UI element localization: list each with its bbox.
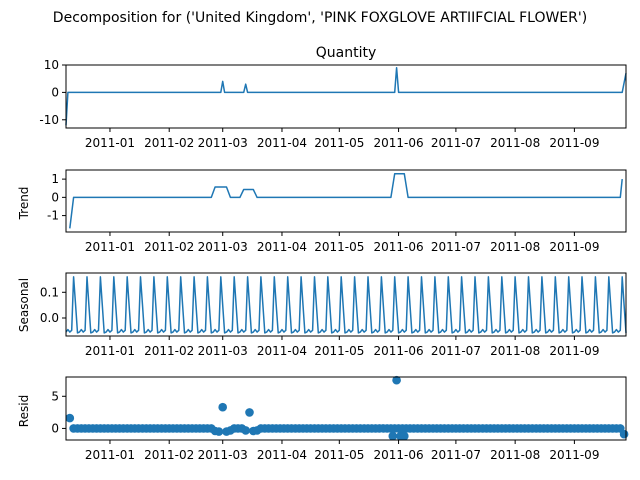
panel-2: 1 0 -1 2011-01 2011-02 2011-03 2011-04 2011-05 2… bbox=[47, 169, 627, 254]
resid-point: 2011-03-13: -0.3 bbox=[241, 426, 250, 435]
resid-point: 2011-05-31: 7.5 bbox=[392, 375, 401, 385]
resid-point: 2011-05-29: -1.2 bbox=[388, 431, 398, 441]
axes-frame bbox=[65, 272, 627, 337]
panel-4: 2010-12-11: 1.62010-12-13: 02010-12-15: … bbox=[51, 375, 629, 462]
series-line bbox=[69, 173, 623, 229]
axes-frame bbox=[65, 64, 627, 129]
y-tick-label: 0 bbox=[51, 85, 59, 99]
x-tick-label: 2011-08 bbox=[490, 344, 540, 358]
x-tick-label: 2011-06 bbox=[373, 448, 423, 462]
x-tick-label: 2011-08 bbox=[490, 136, 540, 150]
x-tick-label: 2011-03 bbox=[198, 136, 248, 150]
axes-frame bbox=[65, 169, 627, 233]
y-tick-label: -10 bbox=[39, 113, 59, 127]
x-tick-label: 2011-09 bbox=[549, 136, 599, 150]
series-line bbox=[65, 66, 627, 126]
x-tick-label: 2011-07 bbox=[431, 136, 481, 150]
y-tick-label: 0 bbox=[51, 421, 59, 435]
panel-1: 10 0 -10 2011-01 2011-02 2011-03 2011-04 2011-0… bbox=[39, 58, 627, 150]
ylabel-seasonal: Seasonal bbox=[17, 278, 31, 332]
x-tick-label: 2011-04 bbox=[257, 240, 307, 254]
resid-point: 2011-03-15: 2.5 bbox=[245, 408, 254, 417]
x-tick-label: 2011-02 bbox=[144, 240, 194, 254]
x-tick-label: 2011-05 bbox=[314, 448, 364, 462]
x-tick-label: 2011-09 bbox=[549, 344, 599, 358]
x-tick-label: 2011-06 bbox=[373, 136, 423, 150]
y-tick-label: -1 bbox=[47, 209, 59, 223]
x-tick-label: 2011-05 bbox=[314, 136, 364, 150]
x-tick-label: 2011-09 bbox=[549, 240, 599, 254]
x-tick-label: 2011-05 bbox=[314, 344, 364, 358]
x-tick-label: 2011-03 bbox=[198, 240, 248, 254]
x-tick-label: 2011-03 bbox=[198, 344, 248, 358]
x-tick-label: 2011-06 bbox=[373, 240, 423, 254]
x-tick-label: 2011-01 bbox=[85, 240, 135, 254]
x-tick-label: 2011-02 bbox=[144, 136, 194, 150]
panel-title-quantity: Quantity bbox=[316, 45, 377, 61]
x-tick-label: 2011-04 bbox=[257, 136, 307, 150]
resid-point: 2011-06-04: -1.2 bbox=[400, 431, 409, 441]
x-tick-label: 2011-03 bbox=[198, 448, 248, 462]
x-tick-label: 2011-06 bbox=[373, 344, 423, 358]
ylabel-trend: Trend bbox=[17, 187, 31, 221]
y-tick-label: 5 bbox=[51, 389, 59, 403]
x-tick-label: 2011-08 bbox=[490, 448, 540, 462]
y-tick-label: 0.0 bbox=[40, 311, 59, 325]
resid-point: 2011-03-01: 3.3 bbox=[218, 402, 227, 412]
x-tick-label: 2011-04 bbox=[257, 344, 307, 358]
x-tick-label: 2011-07 bbox=[431, 448, 481, 462]
x-tick-label: 2011-01 bbox=[85, 136, 135, 150]
ylabel-resid: Resid bbox=[17, 395, 31, 427]
x-tick-label: 2011-01 bbox=[85, 344, 135, 358]
x-tick-label: 2011-04 bbox=[257, 448, 307, 462]
x-tick-label: 2011-02 bbox=[144, 448, 194, 462]
x-tick-label: 2011-05 bbox=[314, 240, 364, 254]
y-tick-label: 10 bbox=[44, 58, 59, 72]
series-line bbox=[65, 276, 627, 334]
y-tick-label: 0.1 bbox=[40, 285, 59, 299]
x-tick-label: 2011-09 bbox=[549, 448, 599, 462]
x-tick-label: 2011-07 bbox=[431, 240, 481, 254]
resid-point: 2010-12-11: 1.6 bbox=[65, 413, 75, 423]
x-tick-label: 2011-01 bbox=[85, 448, 135, 462]
y-tick-label: 1 bbox=[51, 172, 59, 186]
x-tick-label: 2011-07 bbox=[431, 344, 481, 358]
resid-point: 2011-09-27: -0.9 bbox=[619, 429, 629, 439]
panel-3: 0.1 0.0 2011-01 2011-02 2011-03 2011-04 2011-0… bbox=[40, 272, 627, 358]
resid-point: 2011-02-27: -0.5 bbox=[214, 427, 224, 436]
y-tick-label: 0 bbox=[51, 190, 59, 204]
x-tick-label: 2011-08 bbox=[490, 240, 540, 254]
figure-suptitle: Decomposition for ('United Kingdom', 'PI… bbox=[53, 10, 587, 26]
x-tick-label: 2011-02 bbox=[144, 344, 194, 358]
axes-frame bbox=[65, 376, 627, 441]
